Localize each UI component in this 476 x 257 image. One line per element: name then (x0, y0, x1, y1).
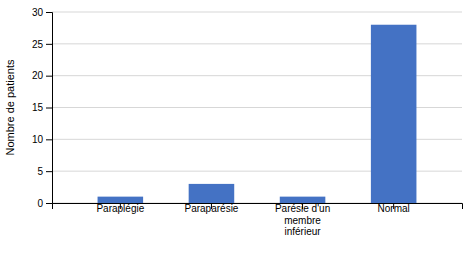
y-tick: 15 (32, 102, 52, 113)
y-tick: 5 (37, 166, 52, 177)
y-tick-label: 10 (32, 134, 44, 145)
y-tick-mark (46, 203, 52, 204)
y-tick-mark (46, 108, 52, 109)
y-tick-label: 0 (37, 198, 43, 209)
x-tick: Normal (378, 203, 410, 214)
x-tick-label: Normal (378, 203, 410, 214)
x-tick: Paraparésie (184, 203, 238, 214)
y-tick-mark (46, 12, 52, 13)
bar (189, 184, 235, 203)
bars (98, 25, 417, 203)
y-tick: 0 (37, 198, 52, 209)
x-tick-label-line: Normal (378, 203, 410, 214)
chart-svg: 0 5 10 15 20 25 30 Paraplégie Paraparésie Parésie… (0, 0, 476, 257)
grid-line (52, 12, 462, 13)
y-tick-label: 20 (32, 70, 44, 81)
x-tick: Paraplégie (96, 203, 144, 214)
x-tick-label-line: Paraplégie (96, 203, 144, 214)
y-tick-mark (46, 76, 52, 77)
x-tick-label: Parésie d'unmembreinférieur (275, 203, 330, 237)
x-tick-label: Paraplégie (96, 203, 144, 214)
y-tick-label: 15 (32, 102, 44, 113)
x-tick-label-line: Parésie d'un (275, 203, 330, 214)
grid (52, 12, 462, 203)
x-axis: Paraplégie Paraparésie Parésie d'unmembrei… (53, 203, 463, 237)
y-tick-mark (46, 139, 52, 140)
y-tick-mark (46, 171, 52, 172)
y-tick: 10 (32, 134, 52, 145)
y-axis: 0 5 10 15 20 25 30 (32, 7, 53, 209)
y-tick-label: 30 (32, 7, 44, 18)
y-tick-label: 5 (37, 166, 43, 177)
x-tick-label-line: Paraparésie (184, 203, 238, 214)
y-tick-label: 25 (32, 39, 44, 50)
y-axis-title: Nombre de patients (4, 59, 16, 155)
y-tick-mark (46, 44, 52, 45)
y-tick: 25 (32, 39, 52, 50)
x-tick-label-line: inférieur (284, 226, 321, 237)
y-tick: 20 (32, 70, 52, 81)
y-axis-line (46, 13, 53, 204)
x-tick-label-line: membre (284, 215, 321, 226)
plot: 0 5 10 15 20 25 30 Paraplégie Paraparésie Parésie… (4, 7, 463, 237)
x-tick: Parésie d'unmembreinférieur (275, 203, 330, 237)
y-tick: 30 (32, 7, 52, 18)
bar (371, 25, 417, 203)
chart-container: 0 5 10 15 20 25 30 Paraplégie Paraparésie Parésie… (0, 0, 476, 257)
x-tick-label: Paraparésie (184, 203, 238, 214)
